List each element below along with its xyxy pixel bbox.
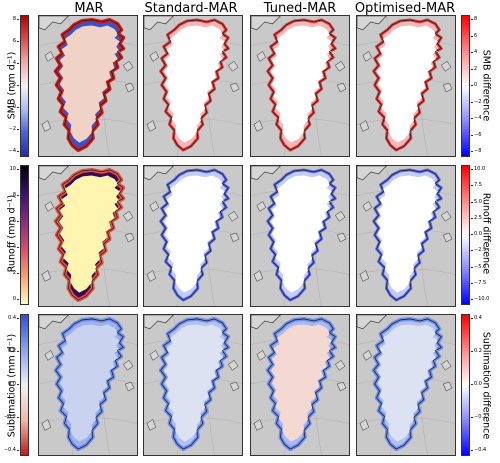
- map-sublimation-standard-mar: [143, 314, 243, 456]
- colorbar-tick-label: −0.2: [0, 415, 19, 420]
- colorbar-tick-label: 10: [0, 167, 19, 172]
- map-smb-optimised-mar: [356, 15, 456, 157]
- colorbar-tick-label: 7.5: [471, 182, 482, 189]
- runoff-difference-colorbar: [461, 165, 470, 305]
- colorbar-tick-label: 0: [470, 82, 478, 88]
- colorbar-tick-label: −0.2: [470, 414, 487, 420]
- colorbar-tick-label: −5.0: [470, 263, 487, 270]
- colorbar-tick-label: 6: [470, 32, 478, 39]
- colorbar-tick-label: 2.5: [471, 214, 482, 221]
- colorbar-tick-label: 4: [0, 245, 19, 250]
- map-runoff-tuned-mar: [250, 165, 350, 307]
- colorbar-tick-label: 8: [0, 193, 19, 198]
- colorbar-tick-label: −2.5: [470, 247, 487, 254]
- runoff-axis-label: Runoff (mm d⁻¹): [6, 194, 18, 273]
- colorbar-tick-label: 2: [470, 65, 478, 72]
- colorbar-tick-label: −2: [0, 127, 19, 132]
- colorbar-tick-label: 10.0: [470, 166, 486, 172]
- smb-difference-label: SMB difference: [480, 49, 492, 122]
- map-smb-standard-mar: [143, 15, 243, 157]
- column-title-tuned-mar: Tuned-MAR: [263, 1, 337, 16]
- colorbar-tick-label: −8: [470, 148, 482, 154]
- colorbar-tick-label: 0.0: [0, 382, 19, 387]
- colorbar-tick-label: −4: [0, 149, 19, 154]
- colorbar-tick-label: 2: [0, 83, 19, 88]
- map-runoff-standard-mar: [143, 165, 243, 307]
- colorbar-tick-label: 0.2: [471, 348, 482, 354]
- colorbar-tick-label: 0.0: [471, 381, 482, 387]
- colorbar-tick-label: −10.0: [470, 296, 490, 302]
- column-title-standard-mar: Standard-MAR: [144, 1, 238, 16]
- column-title-mar: MAR: [74, 1, 104, 16]
- colorbar-tick-label: −0.4: [0, 448, 19, 453]
- map-smb-tuned-mar: [250, 15, 350, 157]
- map-sublimation-mar: [38, 314, 138, 456]
- column-title-optimised-mar: Optimised-MAR: [354, 1, 456, 16]
- map-runoff-mar: [38, 165, 138, 307]
- runoff-colorbar: [20, 165, 29, 305]
- colorbar-tick-label: −6: [470, 131, 482, 138]
- colorbar-tick-label: 4: [0, 61, 19, 66]
- colorbar-tick-label: −2: [470, 98, 482, 105]
- colorbar-tick-label: 8: [470, 16, 478, 22]
- sublimation-difference-colorbar: [461, 314, 470, 456]
- colorbar-tick-label: −0.4: [470, 447, 487, 453]
- map-sublimation-tuned-mar: [250, 314, 350, 456]
- colorbar-tick-label: 0.4: [471, 315, 482, 321]
- smb-difference-colorbar: [461, 15, 470, 157]
- colorbar-tick-label: 0: [0, 105, 19, 110]
- colorbar-tick-label: 0.4: [0, 316, 19, 321]
- map-sublimation-optimised-mar: [356, 314, 456, 456]
- colorbar-tick-label: −7.5: [470, 279, 487, 286]
- colorbar-tick-label: 4: [470, 49, 478, 55]
- colorbar-tick-label: 0: [0, 297, 19, 302]
- map-smb-mar: [38, 15, 138, 157]
- colorbar-tick-label: 8: [0, 17, 19, 22]
- colorbar-tick-label: 0.2: [0, 349, 19, 354]
- sublimation-colorbar: [20, 314, 29, 456]
- smb-colorbar: [20, 15, 29, 157]
- colorbar-tick-label: 2: [0, 271, 19, 276]
- colorbar-tick-label: 6: [0, 219, 19, 224]
- colorbar-tick-label: −4: [470, 115, 482, 121]
- colorbar-tick-label: 5.0: [471, 198, 482, 205]
- colorbar-tick-label: 0.0: [471, 231, 482, 237]
- map-runoff-optimised-mar: [356, 165, 456, 307]
- colorbar-tick-label: 6: [0, 39, 19, 44]
- sublimation-difference-label: Sublimation difference: [480, 331, 492, 440]
